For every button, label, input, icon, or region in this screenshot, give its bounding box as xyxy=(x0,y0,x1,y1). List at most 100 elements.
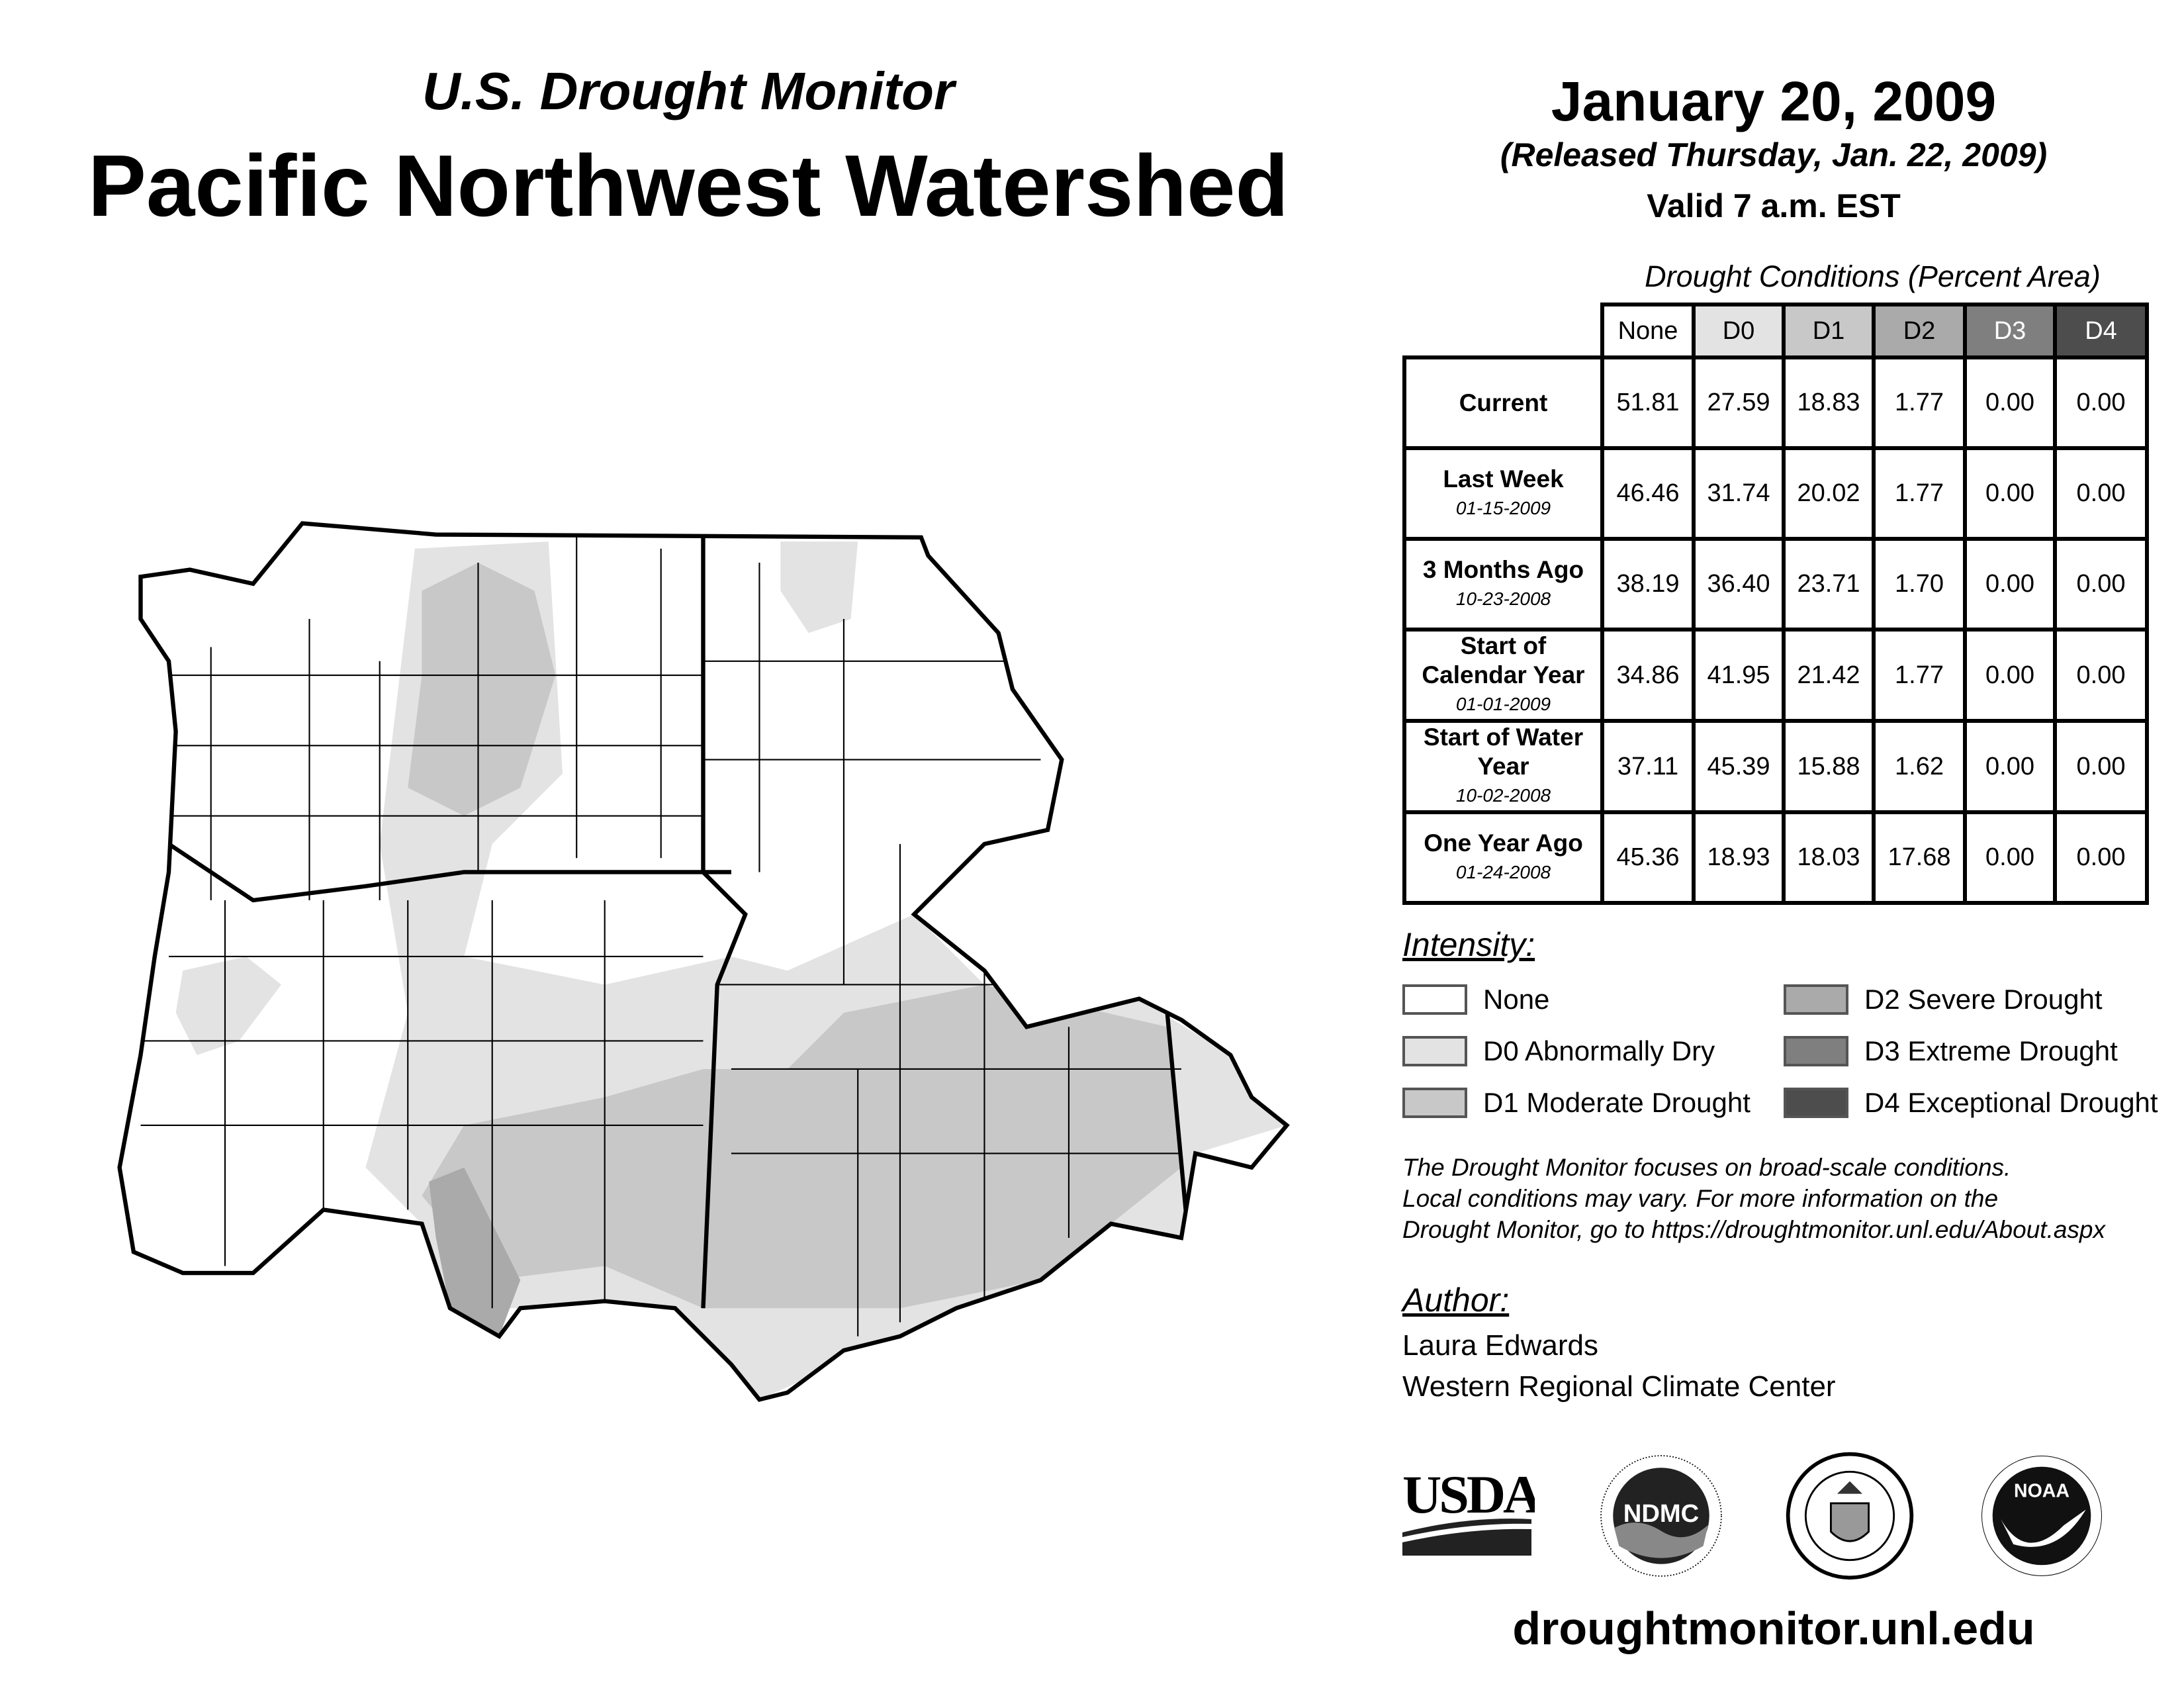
table-cell: 38.19 xyxy=(1600,537,1696,632)
d0-area-north xyxy=(780,541,858,633)
legend-heading: Intensity: xyxy=(1402,926,1535,963)
table-cell: 0.00 xyxy=(1963,446,2057,541)
table-row: Current 51.81 27.59 18.83 1.77 0.00 0.00 xyxy=(1402,355,2149,450)
table-cell: 51.81 xyxy=(1600,355,1696,450)
table-cell: 21.42 xyxy=(1782,628,1876,723)
table-cell: 0.00 xyxy=(1963,810,2057,905)
row-label-text: Current xyxy=(1459,389,1548,416)
row-label: Start of Water Year 10-02-2008 xyxy=(1402,719,1604,814)
d2-area xyxy=(429,1167,521,1336)
table-cell: 0.00 xyxy=(2053,537,2149,632)
table-row: One Year Ago 01-24-2008 45.36 18.93 18.03 17.… xyxy=(1402,810,2149,905)
col-none: None xyxy=(1600,303,1696,359)
legend-item: D0 Abnormally Dry xyxy=(1402,1034,1715,1068)
legend-label: D4 Exceptional Drought xyxy=(1864,1087,2158,1118)
author-heading: Author: xyxy=(1402,1282,1510,1319)
table-cell: 0.00 xyxy=(1963,355,2057,450)
table-row: Last Week 01-15-2009 46.46 31.74 20.02 1.77 0.… xyxy=(1402,446,2149,541)
table-cell: 1.77 xyxy=(1872,355,1967,450)
table-row: Start of Calendar Year 01-01-2009 34.86 41.… xyxy=(1402,628,2149,723)
legend-item: None xyxy=(1402,982,1549,1017)
legend-swatch xyxy=(1784,1036,1848,1066)
table-cell: 0.00 xyxy=(1963,628,2057,723)
table-cell: 0.00 xyxy=(2053,810,2149,905)
table-caption: Drought Conditions (Percent Area) xyxy=(1645,259,2101,293)
row-label: Current xyxy=(1402,355,1604,450)
table-cell: 34.86 xyxy=(1600,628,1696,723)
commerce-seal xyxy=(1786,1452,1914,1580)
legend-label: D3 Extreme Drought xyxy=(1864,1035,2118,1066)
table-row: 3 Months Ago 10-23-2008 38.19 36.40 23.71 1.7… xyxy=(1402,537,2149,632)
table-cell: 1.62 xyxy=(1872,719,1967,814)
valid-time: Valid 7 a.m. EST xyxy=(1647,187,1901,224)
map-date: January 20, 2009 xyxy=(1551,70,1997,132)
d1-area xyxy=(422,984,1181,1309)
table-header-row: None D0 D1 D2 D3 D4 xyxy=(1404,303,2149,359)
table-row: Start of Water Year 10-02-2008 37.11 45.39 1… xyxy=(1402,719,2149,814)
row-label: Start of Calendar Year 01-01-2009 xyxy=(1402,628,1604,723)
row-label-text: Start of Water Year xyxy=(1423,724,1584,780)
legend-item: D3 Extreme Drought xyxy=(1784,1034,2118,1068)
legend-item: D1 Moderate Drought xyxy=(1402,1086,1751,1120)
row-date: 01-15-2009 xyxy=(1455,497,1551,518)
legend-swatch xyxy=(1402,984,1467,1015)
table-cell: 36.40 xyxy=(1692,537,1786,632)
ndmc-logo-text: NDMC xyxy=(1623,1499,1700,1528)
table-cell: 18.93 xyxy=(1692,810,1786,905)
legend-item: D2 Severe Drought xyxy=(1784,982,2103,1017)
table-cell: 1.70 xyxy=(1872,537,1967,632)
table-cell: 0.00 xyxy=(2053,628,2149,723)
table-cell: 27.59 xyxy=(1692,355,1786,450)
table-cell: 0.00 xyxy=(1963,537,2057,632)
disclaimer-line: Local conditions may vary. For more info… xyxy=(1402,1185,1999,1212)
usda-logo: USDA xyxy=(1402,1464,1535,1556)
table-cell: 17.68 xyxy=(1872,810,1967,905)
table-cell: 0.00 xyxy=(2053,446,2149,541)
legend-item: D4 Exceptional Drought xyxy=(1784,1086,2158,1120)
table-cell: 0.00 xyxy=(2053,719,2149,814)
table-cell: 37.11 xyxy=(1600,719,1696,814)
page-title: Pacific Northwest Watershed xyxy=(87,137,1289,234)
release-date: (Released Thursday, Jan. 22, 2009) xyxy=(1500,136,2048,173)
table-cell: 15.88 xyxy=(1782,719,1876,814)
usda-logo-text: USDA xyxy=(1402,1464,1535,1524)
legend-swatch xyxy=(1784,984,1848,1015)
website-url[interactable]: droughtmonitor.unl.edu xyxy=(1512,1603,2035,1654)
legend-label: D2 Severe Drought xyxy=(1864,984,2103,1015)
row-date: 01-24-2008 xyxy=(1455,861,1551,882)
row-date: 01-01-2009 xyxy=(1455,694,1551,714)
subtitle: U.S. Drought Monitor xyxy=(422,62,955,120)
legend-label: D1 Moderate Drought xyxy=(1483,1087,1751,1118)
author-org: Western Regional Climate Center xyxy=(1402,1370,1836,1403)
row-label: Last Week 01-15-2009 xyxy=(1402,446,1604,541)
table-cell: 18.83 xyxy=(1782,355,1876,450)
region-outline xyxy=(117,521,1290,1402)
table-cell: 41.95 xyxy=(1692,628,1786,723)
legend-swatch xyxy=(1784,1088,1848,1118)
legend-swatch xyxy=(1402,1036,1467,1066)
row-date: 10-23-2008 xyxy=(1455,588,1551,609)
row-label-text: 3 Months Ago xyxy=(1422,555,1584,583)
table-cell: 46.46 xyxy=(1600,446,1696,541)
table-cell: 20.02 xyxy=(1782,446,1876,541)
row-label-text: Start of Calendar Year xyxy=(1422,632,1585,688)
legend-label: D0 Abnormally Dry xyxy=(1483,1035,1715,1066)
table-cell: 31.74 xyxy=(1692,446,1786,541)
row-date: 10-02-2008 xyxy=(1455,785,1551,806)
county-lines xyxy=(140,534,1181,1336)
table-cell: 1.77 xyxy=(1872,628,1967,723)
row-label: One Year Ago 01-24-2008 xyxy=(1402,810,1604,905)
col-d0: D0 xyxy=(1692,303,1786,359)
col-d3: D3 xyxy=(1963,303,2057,359)
d0-area-west xyxy=(175,956,281,1055)
ndmc-logo: NDMC xyxy=(1600,1455,1722,1577)
table-cell: 45.39 xyxy=(1692,719,1786,814)
noaa-logo: NOAA xyxy=(1981,1456,2102,1576)
legend-label: None xyxy=(1483,984,1550,1015)
table-cell: 0.00 xyxy=(2053,355,2149,450)
row-label: 3 Months Ago 10-23-2008 xyxy=(1402,537,1604,632)
noaa-logo-text: NOAA xyxy=(2014,1480,2070,1501)
drought-conditions-table: None D0 D1 D2 D3 D4 Current 51.81 27.59 18.… xyxy=(1402,303,2149,905)
table-cell: 45.36 xyxy=(1600,810,1696,905)
